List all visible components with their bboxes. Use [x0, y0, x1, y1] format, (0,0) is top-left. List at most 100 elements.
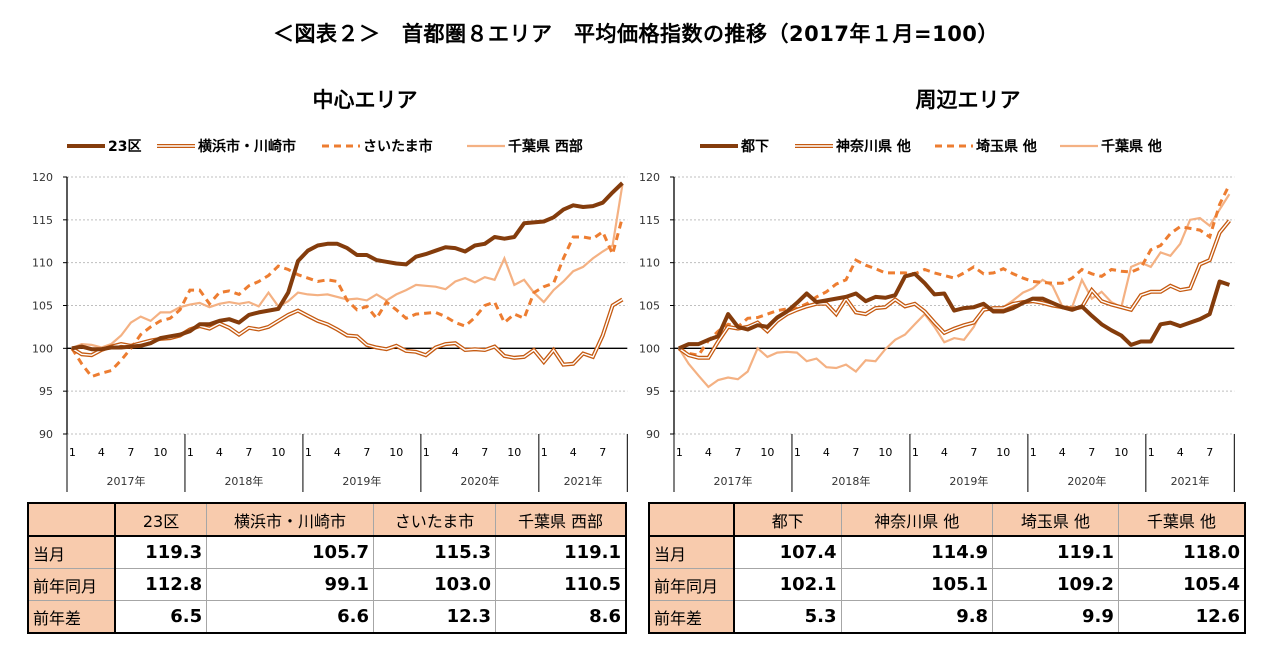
table-row: 当月 107.4 114.9 119.1 118.0 — [648, 535, 1246, 569]
table-value-cell: 5.3 — [733, 600, 842, 634]
legend: 都下 神奈川県 他 埼玉県 他 千葉県 他 — [700, 138, 1162, 155]
legend: 23区 横浜市・川崎市 さいたま市 千葉県 西部 — [67, 138, 583, 155]
table-value-cell: 105.4 — [1117, 568, 1246, 601]
table-value-cell: 12.3 — [372, 600, 497, 634]
legend-item: さいたま市 — [322, 138, 433, 155]
legend-label: さいたま市 — [363, 138, 433, 155]
legend-item: 神奈川県 他 — [795, 138, 911, 155]
x-year-label: 2019年 — [949, 474, 988, 488]
table-value-cell: 9.8 — [840, 600, 994, 634]
x-month-label: 7 — [970, 446, 977, 459]
y-tick-label: 95 — [646, 385, 660, 398]
y-tick-label: 120 — [32, 171, 53, 184]
x-month-label: 10 — [996, 446, 1010, 459]
legend-label: 千葉県 他 — [1101, 138, 1162, 155]
x-month-label: 1 — [676, 446, 683, 459]
table-column-header: さいたま市 — [372, 502, 497, 537]
table-value-cell: 6.6 — [206, 600, 374, 634]
x-year-label: 2018年 — [831, 474, 870, 488]
table-header-row: 都下 神奈川県 他埼玉県 他千葉県 他 — [648, 502, 1246, 537]
x-month-label: 7 — [1088, 446, 1095, 459]
table-value-cell: 114.9 — [840, 535, 994, 569]
x-month-label: 10 — [1114, 446, 1128, 459]
x-month-label: 10 — [507, 446, 521, 459]
y-tick-label: 90 — [39, 428, 53, 441]
x-month-label: 4 — [823, 446, 830, 459]
table-value-cell: 99.1 — [206, 568, 374, 601]
table-value-cell: 103.0 — [372, 568, 497, 601]
legend-item: 23区 — [67, 139, 141, 155]
table-column-header: 千葉県 西部 — [495, 502, 627, 537]
page-title: ＜図表２＞ 首都圏８エリア 平均価格指数の推移（2017年１月=100） — [273, 22, 999, 46]
x-month-label: 4 — [705, 446, 712, 459]
y-tick-label: 110 — [639, 257, 660, 270]
x-month-label: 1 — [1148, 446, 1155, 459]
x-month-label: 10 — [153, 446, 167, 459]
x-year-label: 2020年 — [1067, 474, 1106, 488]
table-row-label: 前年差 — [27, 600, 116, 634]
x-month-label: 4 — [941, 446, 948, 459]
y-tick-label: 100 — [32, 342, 53, 355]
legend-label: 神奈川県 他 — [836, 138, 911, 155]
table-value-cell: 105.1 — [840, 568, 994, 601]
x-month-label: 1 — [794, 446, 801, 459]
series-line-1 — [678, 271, 1231, 351]
table-value-cell: 115.3 — [372, 535, 497, 569]
x-month-label: 10 — [271, 446, 285, 459]
chart-title-peripheral: 周辺エリア — [915, 88, 1021, 112]
table-header-row: 23区 横浜市・川崎市 さいたま市 千葉県 西部 — [27, 502, 627, 537]
legend-label: 埼玉県 他 — [976, 138, 1037, 155]
table-row: 前年同月 102.1 105.1 109.2 105.4 — [648, 568, 1246, 601]
x-month-label: 10 — [878, 446, 892, 459]
legend-item: 埼玉県 他 — [935, 138, 1037, 155]
table-row: 前年差 6.5 6.6 12.3 8.6 — [27, 600, 627, 634]
x-year-label: 2019年 — [342, 474, 381, 488]
x-month-label: 7 — [1206, 446, 1213, 459]
table-value-cell: 118.0 — [1117, 535, 1246, 569]
x-month-label: 10 — [389, 446, 403, 459]
x-month-label: 4 — [1177, 446, 1184, 459]
table-row-label: 当月 — [27, 535, 116, 569]
table-row: 当月 119.3 105.7 115.3 119.1 — [27, 535, 627, 569]
table-row: 前年差 5.3 9.8 9.9 12.6 — [648, 600, 1246, 634]
table-value-cell: 107.4 — [733, 535, 842, 569]
table-value-cell: 109.2 — [992, 568, 1119, 601]
peripheral-area-table: 都下 神奈川県 他埼玉県 他千葉県 他当月 107.4 114.9 119.1 118.0… — [648, 502, 1246, 634]
legend-item: 千葉県 他 — [1060, 138, 1162, 155]
x-month-label: 4 — [216, 446, 223, 459]
table-column-header: 横浜市・川崎市 — [206, 502, 374, 537]
table-column-header: 埼玉県 他 — [992, 502, 1119, 537]
x-month-label: 7 — [734, 446, 741, 459]
x-year-label: 2021年 — [564, 474, 603, 488]
legend-item: 千葉県 西部 — [467, 138, 583, 155]
y-tick-label: 110 — [32, 257, 53, 270]
table-value-cell: 105.7 — [206, 535, 374, 569]
central-area-table: 23区 横浜市・川崎市 さいたま市 千葉県 西部 当月 119.3 105.7 115.3 11… — [27, 502, 627, 634]
table-value-cell: 102.1 — [733, 568, 842, 601]
table-value-cell: 6.5 — [114, 600, 208, 634]
table-column-header: 都下 — [733, 502, 842, 537]
y-tick-label: 90 — [646, 428, 660, 441]
table-value-cell: 119.1 — [495, 535, 627, 569]
y-tick-label: 115 — [639, 214, 660, 227]
x-year-label: 2020年 — [460, 474, 499, 488]
y-tick-label: 100 — [639, 342, 660, 355]
x-month-label: 7 — [363, 446, 370, 459]
x-month-label: 7 — [245, 446, 252, 459]
table-row-label: 前年同月 — [27, 568, 116, 601]
series-line-4 — [71, 184, 624, 350]
x-month-label: 7 — [852, 446, 859, 459]
x-month-label: 4 — [1059, 446, 1066, 459]
x-month-label: 4 — [452, 446, 459, 459]
x-month-label: 1 — [1030, 446, 1037, 459]
x-year-label: 2017年 — [713, 474, 752, 488]
x-month-label: 4 — [570, 446, 577, 459]
y-tick-label: 105 — [639, 300, 660, 313]
legend-item: 横浜市・川崎市 — [157, 138, 296, 155]
x-month-label: 1 — [69, 446, 76, 459]
series-line-2 — [70, 297, 624, 367]
x-month-label: 4 — [98, 446, 105, 459]
legend-label: 千葉県 西部 — [508, 138, 583, 155]
